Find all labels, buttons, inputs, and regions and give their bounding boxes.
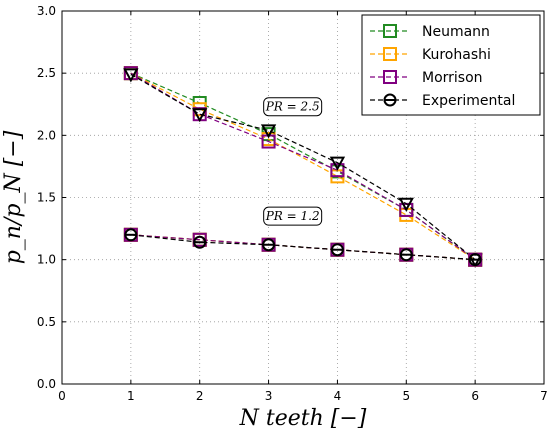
x-tick-label: 3: [265, 389, 273, 403]
x-axis-label: N teeth [−]: [239, 406, 367, 431]
annotation-text: PR = 2.5: [265, 100, 320, 114]
data-point-experimental-pr25: [123, 68, 139, 83]
grid: [62, 11, 544, 384]
data-point-experimental-pr25: [260, 124, 277, 139]
data-point-experimental-pr12: [330, 243, 344, 257]
x-tick-label: 2: [196, 389, 204, 403]
legend-marker: [383, 47, 397, 61]
y-axis-label: p_n/p_N [−]: [1, 130, 26, 264]
pr-annotation: PR = 1.2: [263, 206, 323, 226]
data-point-experimental-pr25: [192, 108, 208, 123]
series-line-kurohashi-pr25: [130, 72, 476, 261]
legend-label: Experimental: [422, 93, 515, 109]
data-point-experimental-pr12: [124, 228, 138, 242]
x-tick-label: 7: [540, 389, 548, 403]
legend-box: [361, 14, 541, 116]
legend-marker: [383, 70, 397, 84]
y-tick-label: 1.0: [37, 253, 56, 267]
x-tick-label: 0: [58, 389, 66, 403]
data-point-experimental-pr12: [262, 238, 276, 252]
data-point-experimental-pr12: [399, 248, 413, 262]
legend-label: Morrison: [422, 70, 483, 86]
y-tick-label: 0.0: [37, 377, 56, 391]
y-tick-label: 3.0: [37, 4, 56, 18]
annotation-text: PR = 1.2: [265, 209, 320, 223]
data-point-experimental-pr25: [398, 197, 414, 212]
data-point-experimental-pr25: [329, 156, 346, 171]
x-tick-label: 1: [127, 389, 135, 403]
x-tick-label: 4: [334, 389, 342, 403]
series-layer: [123, 66, 483, 268]
legend-marker: [383, 24, 397, 38]
data-point-experimental-pr12: [193, 235, 207, 249]
x-tick-label: 6: [471, 389, 479, 403]
y-tick-label: 2.0: [37, 128, 56, 142]
legend: Neumann Kurohashi Morrison Experimental: [361, 14, 541, 116]
annotations: PR = 2.5 PR = 1.2: [263, 97, 323, 226]
x-tick-label: 5: [402, 389, 410, 403]
data-point-experimental-pr12: [468, 253, 482, 267]
data-point-morrison-pr25: [330, 163, 345, 178]
ticks: 0 1 2 3 4 5 6 7 0.0 0.5 1.0 1.5 2.0 2.5 3.0: [37, 4, 548, 403]
pr-annotation: PR = 2.5: [263, 97, 323, 117]
legend-item-experimental: Experimental: [370, 93, 515, 109]
annotation-box: [263, 97, 323, 117]
series-line-experimental-pr12: [130, 234, 476, 261]
legend-label: Kurohashi: [422, 47, 491, 63]
legend-label: Neumann: [422, 24, 490, 40]
legend-marker: [383, 93, 397, 107]
series-experimental-pr25: [123, 68, 483, 268]
series-experimental-pr12: [124, 228, 482, 267]
y-tick-label: 1.5: [37, 191, 56, 205]
legend-item-kurohashi: Kurohashi: [370, 47, 491, 63]
series-line-experimental-pr25: [130, 73, 476, 261]
legend-item-morrison: Morrison: [370, 70, 483, 86]
annotation-box: [263, 206, 323, 226]
y-tick-label: 0.5: [37, 315, 56, 329]
y-tick-label: 2.5: [37, 66, 56, 80]
legend-item-neumann: Neumann: [370, 24, 490, 40]
